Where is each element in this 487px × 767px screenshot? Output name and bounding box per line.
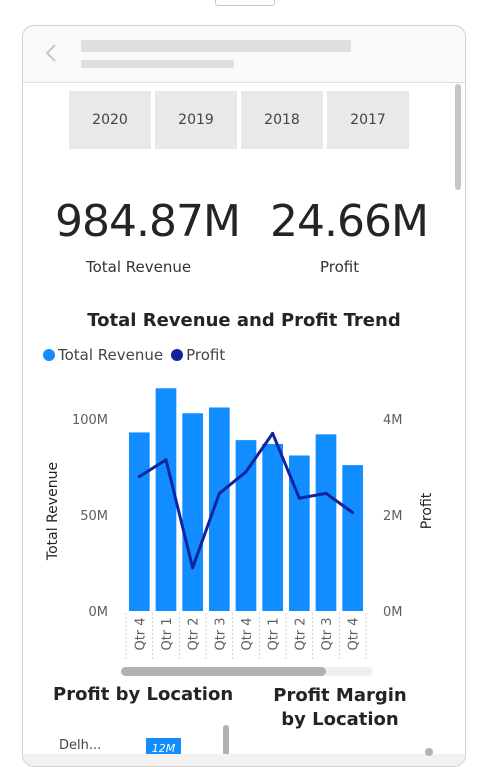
y2-tick-label: 2M (383, 509, 403, 524)
profit-point (324, 491, 328, 495)
legend-item-revenue[interactable]: Total Revenue (43, 346, 163, 364)
slicer-year-2019[interactable]: 2019 (155, 91, 237, 149)
revenue-bar (262, 443, 283, 611)
chart-legend: Total Revenue Profit (43, 346, 233, 364)
revenue-bar (289, 455, 310, 611)
back-arrow-icon[interactable] (41, 42, 63, 64)
chart-hscroll-thumb[interactable] (121, 667, 326, 676)
revenue-bar (209, 407, 230, 611)
profit-point (217, 491, 221, 495)
revenue-bar (182, 413, 203, 611)
top-handle[interactable] (215, 0, 275, 6)
revenue-bar (129, 432, 150, 611)
profit-point (271, 431, 275, 435)
subtitle-placeholder (81, 60, 234, 68)
slicer-year-2018[interactable]: 2018 (241, 91, 323, 149)
revenue-bar (235, 440, 257, 611)
header-bar (23, 26, 465, 83)
x-tick-label: Qtr 3 (213, 617, 228, 650)
legend-label-profit: Profit (186, 346, 226, 364)
x-tick-label: Qtr 1 (160, 617, 175, 650)
profit-point (137, 475, 141, 479)
legend-label-revenue: Total Revenue (58, 346, 164, 364)
profit-by-location-title: Profit by Location (53, 684, 234, 705)
kpi-profit-value: 24.66M (270, 196, 429, 247)
x-tick-label: Qtr 4 (240, 617, 255, 650)
mobile-report-frame: 2020 2019 2018 2017 984.87M Total Revenu… (22, 25, 466, 767)
y-tick-label: 0M (89, 605, 109, 620)
legend-dot-revenue (43, 349, 55, 361)
y-tick-label: 50M (80, 509, 108, 524)
revenue-profit-combo-chart[interactable]: 0M 50M 100M 0M 2M 4M Total Revenue Profit Qtr 4 Q… (23, 371, 465, 661)
vertical-scrollbar[interactable] (455, 84, 461, 190)
y2-axis-title: Profit (419, 492, 435, 529)
right-visual-scroll[interactable] (425, 748, 433, 756)
x-tick-label: Qtr 3 (320, 617, 335, 650)
chart-title: Total Revenue and Profit Trend (87, 310, 401, 331)
y2-tick-label: 0M (383, 605, 403, 620)
profit-margin-title: Profit Margin by Location (273, 685, 407, 730)
slicer-year-2020[interactable]: 2020 (69, 91, 151, 149)
x-tick-label: Qtr 4 (347, 617, 362, 650)
profit-point (244, 470, 248, 474)
x-tick-label: Qtr 4 (133, 617, 148, 650)
profit-point (297, 496, 301, 500)
revenue-bar (342, 465, 363, 611)
visual-scrollbar[interactable] (223, 725, 229, 761)
kpi-revenue-value: 984.87M (55, 196, 241, 247)
profit-point (351, 511, 355, 515)
y-axis-title: Total Revenue (45, 462, 61, 561)
profit-point (191, 566, 195, 570)
x-tick-label: Qtr 2 (293, 617, 308, 650)
location-bar[interactable]: 12M (146, 738, 181, 758)
location-label: Delh... (59, 738, 102, 753)
slicer-year-2017[interactable]: 2017 (327, 91, 409, 149)
kpi-revenue-label: Total Revenue (86, 258, 192, 276)
x-tick-label: Qtr 2 (187, 617, 202, 650)
title-placeholder (81, 40, 351, 52)
kpi-profit-label: Profit (320, 258, 360, 276)
y-tick-label: 100M (72, 413, 108, 428)
revenue-bar (155, 388, 177, 611)
bottom-strip (23, 754, 465, 766)
legend-item-profit[interactable]: Profit (171, 346, 225, 364)
profit-point (164, 458, 168, 462)
x-tick-label: Qtr 1 (267, 617, 282, 650)
y2-tick-label: 4M (383, 413, 403, 428)
legend-dot-profit (171, 349, 184, 361)
revenue-bar (315, 434, 337, 611)
